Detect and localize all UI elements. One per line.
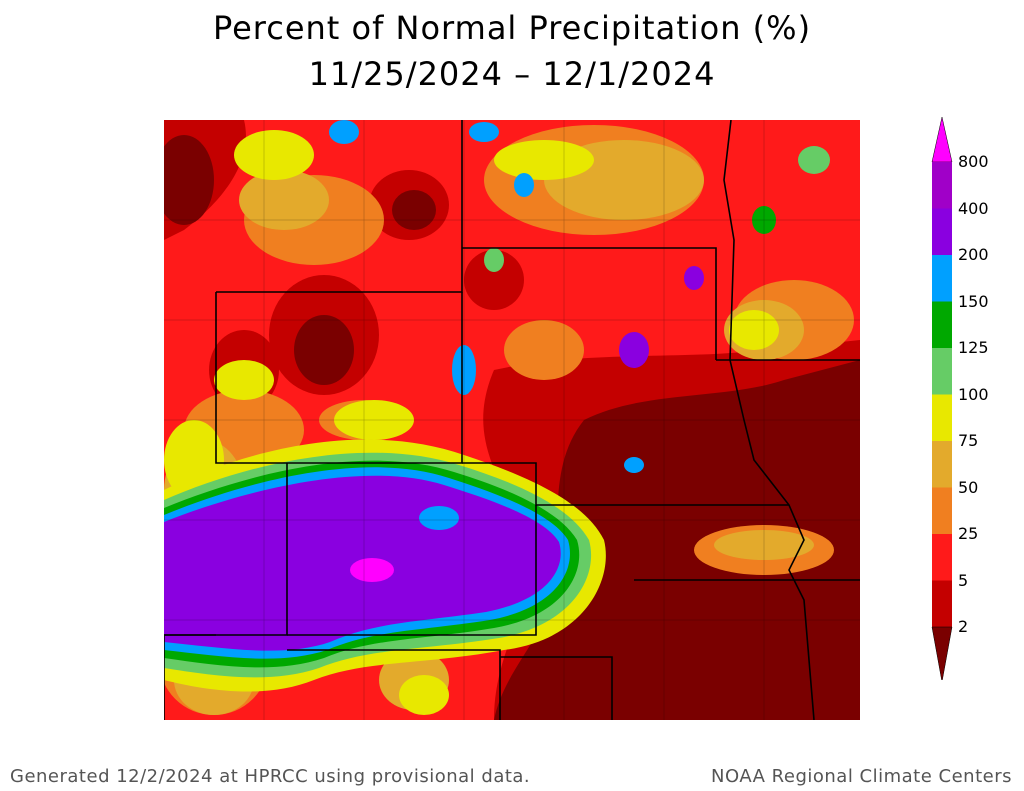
legend-label-200: 200 <box>958 245 989 264</box>
legend-swatch-50 <box>932 487 952 534</box>
legend-label-2: 2 <box>958 617 969 636</box>
precipitation-map <box>164 120 860 720</box>
wet-spots <box>329 120 830 473</box>
legend-label-400: 400 <box>958 198 989 218</box>
county-lines <box>164 120 860 720</box>
legend-swatch-75 <box>932 441 952 488</box>
legend-top-arrow <box>931 116 953 163</box>
state-boundaries <box>164 120 860 720</box>
legend-label-100: 100 <box>958 384 989 404</box>
contour-below-2 <box>164 135 860 720</box>
legend-swatch-100 <box>932 394 952 441</box>
legend-bottom-arrow <box>931 626 953 683</box>
legend-label-150: 150 <box>958 291 989 311</box>
legend-label-75: 75 <box>958 431 979 450</box>
legend-swatch-200 <box>932 255 952 302</box>
legend-swatch-400 <box>932 208 952 255</box>
wet-area-bands <box>164 439 606 692</box>
legend-label-800: 800 <box>958 152 989 171</box>
legend-label-125: 125 <box>958 338 989 357</box>
credit-text: NOAA Regional Climate Centers <box>711 766 1012 787</box>
legend-label-5: 5 <box>958 570 969 590</box>
map-title: Percent of Normal Precipitation (%) <box>212 9 812 47</box>
legend-swatch-5 <box>932 580 952 627</box>
legend-swatch-150 <box>932 301 952 348</box>
map-date-range: 11/25/2024 – 12/1/2024 <box>308 55 716 93</box>
legend-swatch-125 <box>932 348 952 395</box>
legend-label-50: 50 <box>958 477 979 497</box>
generated-note: Generated 12/2/2024 at HPRCC using provi… <box>10 766 531 787</box>
legend-swatch-25 <box>932 534 952 581</box>
color-legend: 800 400 200 150 125 100 75 50 25 5 2 <box>926 115 1024 683</box>
legend-swatch-800 <box>932 162 952 209</box>
legend-label-25: 25 <box>958 524 979 543</box>
